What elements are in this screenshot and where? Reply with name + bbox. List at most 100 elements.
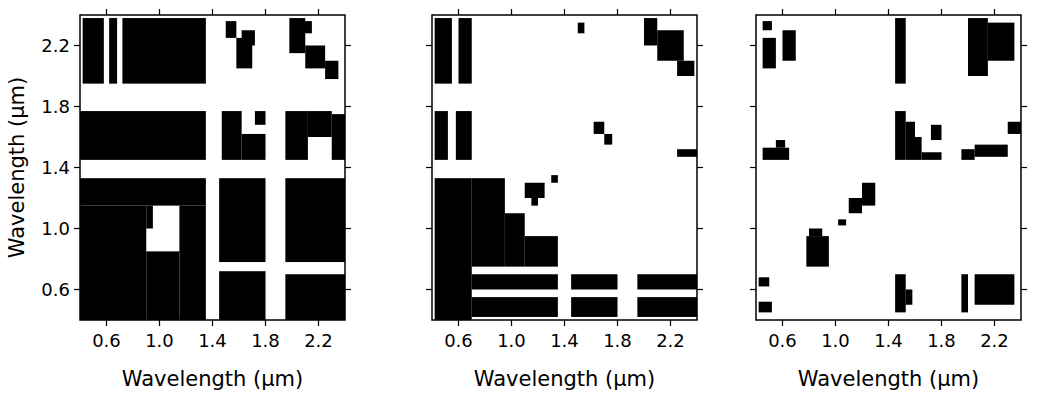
cell	[975, 274, 1015, 305]
cell	[285, 274, 345, 320]
x-tick-label: 2.2	[656, 330, 685, 351]
x-tick-top	[617, 9, 618, 15]
x-tick-top	[159, 9, 160, 15]
cell	[219, 178, 265, 262]
y-tick-right	[345, 45, 351, 46]
x-tick-top	[106, 9, 107, 15]
cell	[472, 297, 558, 317]
cells	[80, 18, 345, 320]
cell	[255, 111, 266, 125]
x-tick-label: 1.0	[145, 330, 174, 351]
x-tick	[782, 320, 783, 326]
cell	[759, 302, 772, 313]
y-tick-right	[345, 167, 351, 168]
cell	[571, 297, 617, 317]
y-tick-label: 1.4	[41, 157, 70, 178]
cell	[809, 229, 822, 237]
y-tick-label: 0.6	[41, 279, 70, 300]
cell	[472, 178, 505, 266]
x-tick-label: 2.2	[304, 330, 333, 351]
cell	[80, 206, 146, 320]
cell	[285, 178, 345, 262]
x-tick-label: 1.0	[821, 330, 850, 351]
x-tick	[617, 320, 618, 326]
y-tick-label: 1.0	[41, 218, 70, 239]
x-tick	[564, 320, 565, 326]
y-axis-title: Wavelength (μm)	[5, 77, 29, 258]
x-tick	[159, 320, 160, 326]
x-tick-top	[564, 9, 565, 15]
cell	[783, 30, 796, 61]
x-tick	[458, 320, 459, 326]
figure: 0.61.01.41.82.20.61.01.41.82.2Wavelength…	[0, 0, 1045, 405]
cell	[906, 122, 915, 137]
y-tick-right	[345, 289, 351, 290]
y-tick-right	[697, 45, 703, 46]
x-tick-label: 1.4	[874, 330, 903, 351]
cell	[222, 111, 242, 160]
x-tick-top	[458, 9, 459, 15]
panel: 0.61.01.41.82.2Wavelength (μm)	[426, 9, 703, 391]
cell	[906, 137, 922, 160]
x-tick-top	[888, 9, 889, 15]
y-tick-label: 2.2	[41, 35, 70, 56]
x-tick-top	[511, 9, 512, 15]
x-tick-top	[941, 9, 942, 15]
x-tick-top	[318, 9, 319, 15]
x-tick	[835, 320, 836, 326]
x-tick-label: 0.6	[92, 330, 121, 351]
cell	[109, 18, 117, 84]
panel: 0.61.01.41.82.2Wavelength (μm)	[750, 9, 1027, 391]
cell	[759, 277, 770, 286]
cell	[571, 274, 617, 289]
cell	[226, 21, 237, 38]
x-tick-top	[212, 9, 213, 15]
y-tick	[74, 45, 80, 46]
x-tick-label: 1.0	[497, 330, 526, 351]
y-tick	[750, 45, 756, 46]
cell	[308, 111, 332, 137]
x-tick-top	[670, 9, 671, 15]
cell	[763, 38, 776, 69]
y-tick-right	[697, 228, 703, 229]
cell	[838, 219, 846, 225]
cell	[988, 23, 1015, 61]
y-tick-right	[1021, 228, 1027, 229]
frame	[756, 15, 1021, 320]
y-tick	[426, 106, 432, 107]
cell	[975, 145, 1008, 157]
x-tick-label: 0.6	[444, 330, 473, 351]
y-tick	[426, 167, 432, 168]
y-tick-right	[697, 106, 703, 107]
cell	[906, 290, 913, 305]
cell	[895, 274, 906, 312]
x-tick-label: 0.6	[768, 330, 797, 351]
y-tick	[750, 289, 756, 290]
x-tick	[941, 320, 942, 326]
y-tick-right	[345, 228, 351, 229]
cell	[644, 18, 657, 45]
cell	[637, 297, 697, 317]
cell	[531, 198, 538, 206]
cell	[242, 30, 255, 45]
x-tick	[265, 320, 266, 326]
cell	[961, 149, 974, 160]
cell	[763, 148, 790, 160]
y-tick	[426, 228, 432, 229]
cell	[146, 251, 179, 320]
cell	[219, 271, 265, 320]
x-tick-label: 1.8	[927, 330, 956, 351]
x-tick	[888, 320, 889, 326]
x-axis-title: Wavelength (μm)	[798, 367, 979, 391]
cell	[776, 140, 785, 148]
cell	[551, 175, 558, 183]
cell	[931, 125, 942, 140]
x-axis-title: Wavelength (μm)	[122, 367, 303, 391]
cell	[637, 274, 697, 289]
x-axis-title: Wavelength (μm)	[474, 367, 655, 391]
y-tick	[426, 45, 432, 46]
x-tick-top	[994, 9, 995, 15]
panel: 0.61.01.41.82.20.61.01.41.82.2Wavelength…	[5, 9, 351, 391]
x-tick	[318, 320, 319, 326]
y-tick	[426, 289, 432, 290]
